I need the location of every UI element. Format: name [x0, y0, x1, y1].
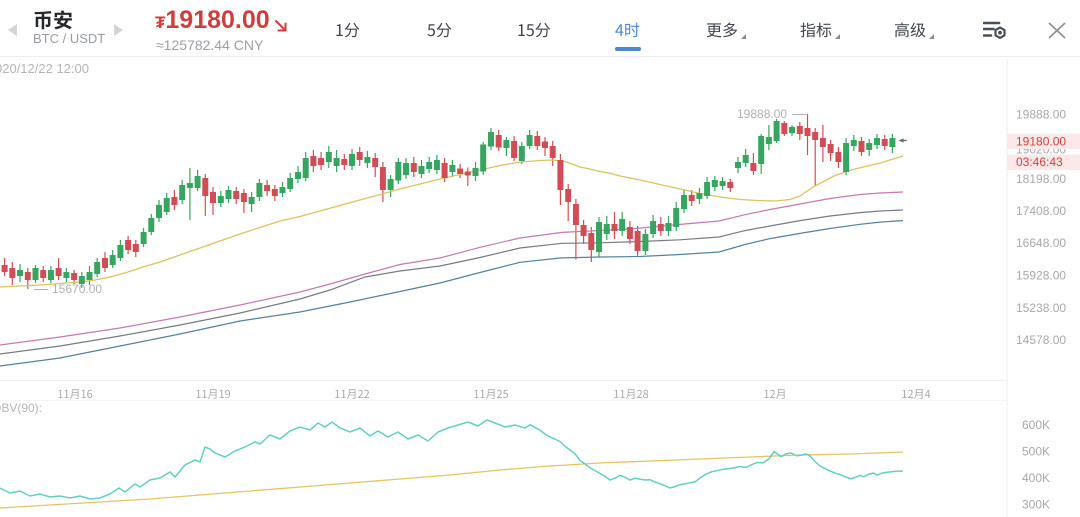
svg-text:500K: 500K — [1022, 445, 1050, 459]
svg-text:020/12/22 12:00: 020/12/22 12:00 — [0, 61, 89, 76]
svg-text:400K: 400K — [1022, 471, 1050, 485]
svg-text:16648.00: 16648.00 — [1016, 236, 1066, 250]
svg-text:18198.00: 18198.00 — [1016, 172, 1066, 186]
svg-text:15928.00: 15928.00 — [1016, 269, 1066, 283]
svg-text:OBV(90):: OBV(90): — [0, 401, 42, 415]
svg-text:15670.00: 15670.00 — [52, 282, 102, 296]
svg-text:19888.00: 19888.00 — [737, 107, 787, 121]
svg-text:300K: 300K — [1022, 498, 1050, 512]
svg-text:600K: 600K — [1022, 418, 1050, 432]
svg-text:14578.00: 14578.00 — [1016, 333, 1066, 347]
svg-text:17408.00: 17408.00 — [1016, 204, 1066, 218]
svg-text:19180.00: 19180.00 — [1016, 135, 1066, 149]
svg-text:03:46:43: 03:46:43 — [1016, 155, 1063, 169]
svg-text:15238.00: 15238.00 — [1016, 301, 1066, 315]
svg-text:19888.00: 19888.00 — [1016, 108, 1066, 122]
